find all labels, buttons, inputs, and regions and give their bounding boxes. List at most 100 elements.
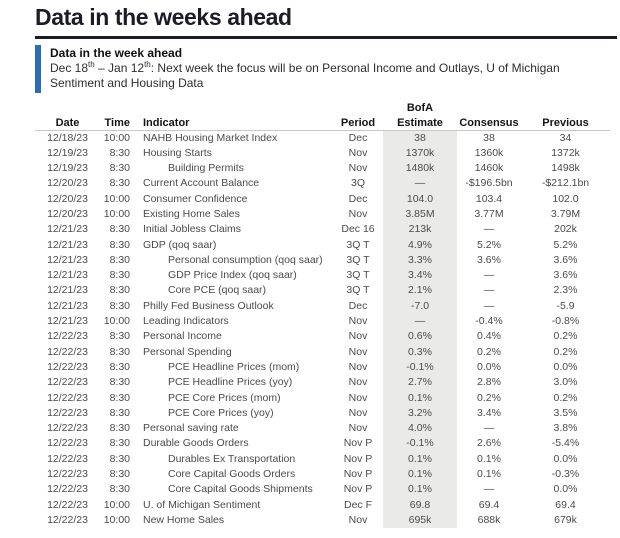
estimate-cell: 3.3%: [383, 252, 457, 269]
period-cell: Nov: [348, 207, 368, 220]
time-cell: 8:30: [109, 483, 130, 496]
previous-cell: 3.79M: [550, 207, 581, 220]
time-cell: 8:30: [109, 406, 130, 419]
previous-cell: -0.8%: [551, 315, 580, 328]
time-cell: 10:00: [103, 315, 130, 328]
consensus-cell: 2.6%: [477, 437, 501, 450]
table-row: 12/21/23 8:30 Personal consumption (qoq sa…: [35, 252, 610, 269]
time-cell: 8:30: [109, 238, 130, 251]
indicator-cell: Core Capital Goods Orders: [168, 468, 296, 481]
table-row: 12/22/23 8:30 PCE Core Prices (yoy) Nov 3.2%…: [35, 405, 610, 422]
table-row: 12/21/23 8:30 GDP (qoq saar) 3Q T 4.9% 5.2% 5.…: [35, 237, 610, 253]
time-cell: 8:30: [109, 146, 130, 159]
period-cell: 3Q T: [346, 238, 370, 251]
previous-cell: 0.2%: [553, 391, 578, 404]
page-title: Data in the weeks ahead: [35, 4, 617, 39]
indicator-cell: Building Permits: [168, 162, 244, 175]
time-cell: 8:30: [109, 223, 130, 236]
table-row: 12/22/23 10:00 U. of Michigan Sentiment Dec…: [35, 497, 610, 513]
time-cell: 10:00: [103, 498, 130, 511]
consensus-cell: 103.4: [475, 192, 503, 205]
date-cell: 12/21/23: [47, 253, 88, 266]
estimate-cell: 695k: [383, 512, 457, 529]
table-row: 12/21/23 8:30 Philly Fed Business Outlook D…: [35, 298, 610, 315]
table-body: 12/18/23 10:00 NAHB Housing Market Index De…: [35, 130, 610, 529]
time-cell: 8:30: [109, 253, 130, 266]
period-cell: Dec: [348, 299, 368, 312]
indicator-cell: Core Capital Goods Shipments: [168, 483, 313, 496]
table-row: 12/22/23 8:30 PCE Headline Prices (yoy) Nov…: [35, 375, 610, 391]
col-header-time: Time: [100, 115, 136, 131]
table-row: 12/21/23 8:30 Core PCE (qoq saar) 3Q T 2.1% —…: [35, 283, 610, 299]
estimate-cell: 0.1%: [383, 482, 457, 498]
consensus-cell: 0.2%: [477, 345, 501, 358]
time-cell: 8:30: [109, 330, 130, 343]
table-row: 12/22/23 8:30 Personal saving rate Nov 4.0% —…: [35, 421, 610, 437]
time-cell: 8:30: [109, 391, 130, 404]
table-row: 12/20/23 8:30 Current Account Balance 3Q — -$…: [35, 176, 610, 192]
table-row: 12/21/23 10:00 Leading Indicators Nov — -0.4%…: [35, 314, 610, 330]
time-cell: 8:30: [109, 360, 130, 373]
table-row: 12/19/23 8:30 Housing Starts Nov 1370k 1360k 1…: [35, 145, 610, 162]
previous-cell: 0.2%: [553, 345, 578, 358]
period-cell: Nov: [348, 315, 368, 328]
estimate-cell: 104.0: [383, 191, 457, 207]
consensus-cell: —: [483, 483, 495, 496]
estimate-cell: 0.1%: [383, 390, 457, 406]
date-cell: 12/20/23: [47, 192, 88, 205]
previous-cell: 0.2%: [553, 330, 578, 343]
table-row: 12/22/23 10:00 New Home Sales Nov 695k 688k 67…: [35, 512, 610, 529]
time-cell: 10:00: [103, 513, 130, 526]
table-row: 12/22/23 8:30 PCE Headline Prices (mom) Nov…: [35, 359, 610, 376]
period-cell: Nov: [348, 162, 368, 175]
period-cell: Dec: [348, 131, 368, 144]
col-header-date: Date: [35, 115, 100, 131]
estimate-cell: -0.1%: [383, 359, 457, 376]
period-cell: Dec: [348, 192, 368, 205]
time-cell: 8:30: [109, 269, 130, 282]
previous-cell: 5.2%: [553, 238, 578, 251]
estimate-cell: 1370k: [383, 145, 457, 162]
estimate-cell: 4.9%: [383, 237, 457, 253]
callout-body: Dec 18th – Jan 12th: Next week the focus…: [50, 61, 616, 91]
consensus-cell: 688k: [477, 513, 501, 526]
highlight-callout: Data in the week ahead Dec 18th – Jan 12…: [35, 45, 613, 93]
period-cell: Dec 16: [341, 223, 375, 236]
table-row: 12/22/23 8:30 Durables Ex Transportation No…: [35, 451, 610, 468]
estimate-cell: 3.85M: [383, 206, 457, 223]
consensus-cell: —: [483, 299, 495, 312]
period-cell: Dec F: [343, 498, 372, 511]
indicator-cell: GDP (qoq saar): [143, 238, 217, 251]
previous-cell: 2.3%: [553, 284, 578, 297]
time-cell: 8:30: [109, 452, 130, 465]
previous-cell: 34: [559, 131, 572, 144]
consensus-cell: —: [483, 223, 495, 236]
date-cell: 12/22/23: [47, 437, 88, 450]
previous-cell: 202k: [554, 223, 577, 236]
consensus-cell: 69.4: [478, 498, 500, 511]
indicator-cell: NAHB Housing Market Index: [143, 131, 278, 144]
time-cell: 8:30: [109, 468, 130, 481]
estimate-cell: 0.1%: [383, 451, 457, 468]
consensus-cell: 0.1%: [477, 468, 501, 481]
callout-text-part: Dec 18: [50, 61, 89, 75]
period-cell: Nov P: [343, 452, 373, 465]
consensus-cell: 0.0%: [477, 360, 501, 373]
estimate-cell: -0.1%: [383, 436, 457, 452]
header-row-top: BofA: [35, 102, 610, 115]
header-row-main: Date Time Indicator Period Estimate Cons…: [35, 115, 610, 131]
indicator-cell: New Home Sales: [143, 513, 225, 526]
callout-text-part: – Jan 12: [94, 61, 145, 75]
indicator-cell: Consumer Confidence: [143, 192, 248, 205]
indicator-cell: PCE Headline Prices (mom): [168, 360, 300, 373]
date-cell: 12/18/23: [47, 131, 88, 144]
previous-cell: 3.5%: [553, 406, 578, 419]
time-cell: 8:30: [109, 162, 130, 175]
header-spacer: [136, 102, 333, 115]
period-cell: 3Q T: [346, 269, 370, 282]
previous-cell: 0.0%: [553, 452, 578, 465]
consensus-cell: 5.2%: [477, 238, 501, 251]
date-cell: 12/22/23: [47, 360, 88, 373]
previous-cell: -5.9: [556, 299, 575, 312]
